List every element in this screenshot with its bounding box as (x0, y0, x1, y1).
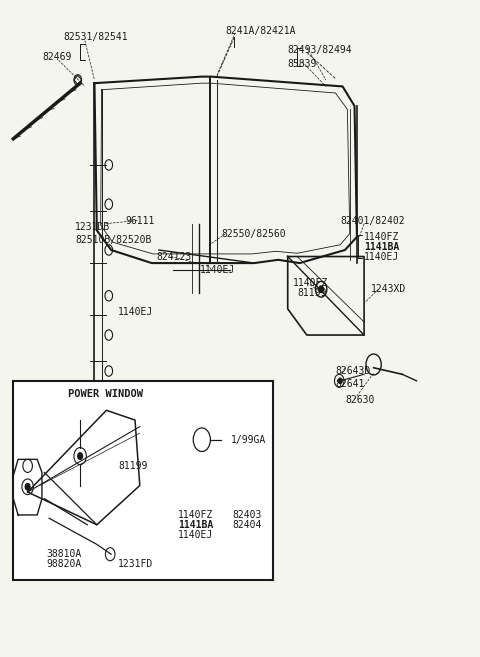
Text: 8241A/82421A: 8241A/82421A (226, 26, 296, 36)
Text: 81199: 81199 (118, 461, 148, 471)
Text: 1140FZ: 1140FZ (292, 278, 328, 288)
Circle shape (338, 378, 342, 384)
Text: 1/99GA: 1/99GA (230, 435, 266, 445)
Text: 96111: 96111 (125, 215, 155, 225)
Text: 82641: 82641 (336, 379, 365, 389)
Text: 1231FD: 1231FD (118, 559, 154, 569)
Bar (13, 381, 274, 580)
Text: 82643D: 82643D (336, 366, 371, 376)
Text: 82531/82541: 82531/82541 (63, 32, 128, 42)
Text: 1140FZ: 1140FZ (178, 510, 213, 520)
Text: 82403: 82403 (233, 510, 262, 520)
Text: POWER WINDOW: POWER WINDOW (68, 389, 143, 399)
Text: 81199: 81199 (297, 288, 327, 298)
Text: 1140EJ: 1140EJ (199, 265, 235, 275)
Text: 82550/82560: 82550/82560 (221, 229, 286, 238)
Text: 1140EJ: 1140EJ (178, 530, 213, 539)
Text: 98820A: 98820A (47, 559, 82, 569)
Text: 1140EJ: 1140EJ (364, 252, 399, 261)
Text: 1141BA: 1141BA (364, 242, 399, 252)
Text: 1231DB: 1231DB (75, 222, 110, 232)
Circle shape (25, 484, 30, 490)
Text: 1243XD: 1243XD (371, 284, 407, 294)
Text: 82401/82402: 82401/82402 (340, 215, 405, 225)
Text: 85839: 85839 (288, 58, 317, 68)
Text: 82630: 82630 (345, 396, 374, 405)
Circle shape (319, 286, 324, 292)
Text: 1140EJ: 1140EJ (118, 307, 154, 317)
Text: 1140FZ: 1140FZ (364, 232, 399, 242)
Text: 38810A: 38810A (47, 549, 82, 559)
Circle shape (78, 453, 83, 459)
Text: 824123: 824123 (156, 252, 192, 261)
Text: 82404: 82404 (233, 520, 262, 530)
Text: 82510B/82520B: 82510B/82520B (75, 235, 152, 245)
Text: 82469: 82469 (42, 52, 72, 62)
Text: 1141BA: 1141BA (178, 520, 213, 530)
Text: 82493/82494: 82493/82494 (288, 45, 352, 55)
